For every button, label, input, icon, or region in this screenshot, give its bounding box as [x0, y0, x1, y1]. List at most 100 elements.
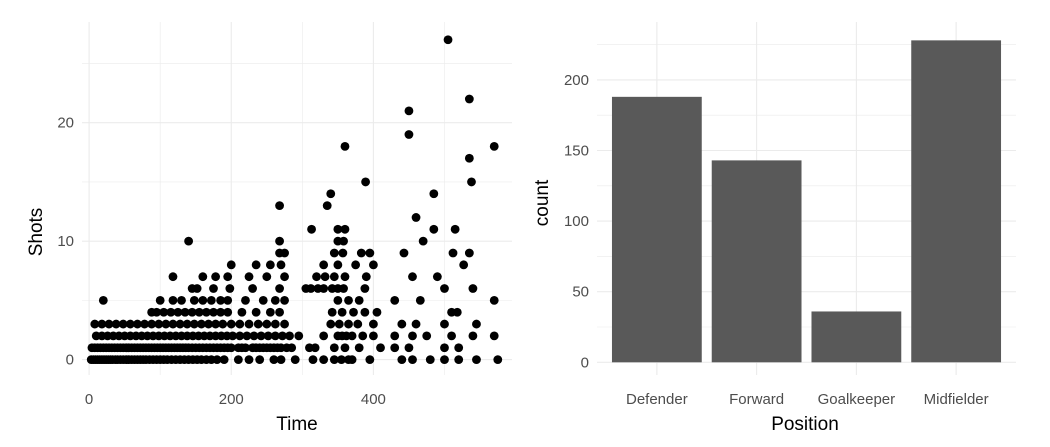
scatter-point: [173, 307, 183, 317]
scatter-point: [226, 319, 236, 329]
scatter-point: [322, 201, 332, 211]
scatter-point: [447, 331, 456, 341]
scatter-point: [278, 331, 287, 341]
scatter-point: [204, 319, 213, 329]
scatter-point: [493, 355, 503, 365]
scatter-point: [228, 331, 238, 341]
scatter-point: [269, 355, 279, 365]
scatter-point: [152, 307, 162, 317]
scatter-point: [270, 319, 280, 329]
scatter-point: [356, 248, 366, 258]
scatter-point: [443, 35, 453, 45]
scatter-point: [404, 106, 414, 116]
scatter-point: [440, 284, 449, 293]
scatter-point: [329, 343, 339, 353]
scatter-y-tick-labels: 0 10 20: [57, 115, 74, 369]
bar-x-tick-label: Goalkeeper: [818, 391, 896, 408]
scatter-point: [216, 307, 225, 317]
scatter-point: [244, 355, 254, 365]
scatter-point: [422, 331, 432, 341]
scatter-point: [262, 272, 272, 282]
scatter-point: [354, 295, 364, 305]
scatter-point: [187, 307, 197, 317]
scatter-point: [390, 331, 400, 341]
scatter-point: [166, 307, 176, 317]
scatter-point: [411, 213, 421, 222]
scatter-point: [404, 343, 414, 353]
scatter-point: [206, 295, 216, 305]
scatter-y-tick-label: 0: [66, 352, 74, 369]
scatter-point: [263, 331, 273, 341]
scatter-point: [397, 355, 407, 365]
scatter-point: [468, 331, 478, 341]
scatter-point: [334, 319, 344, 329]
scatter-point: [276, 260, 286, 270]
scatter-x-tick-labels: 0 200 400: [85, 391, 386, 408]
scatter-point: [262, 319, 272, 329]
scatter-point: [365, 248, 375, 258]
scatter-point: [226, 260, 236, 270]
scatter-point: [308, 355, 318, 365]
scatter-point: [440, 343, 449, 353]
scatter-point: [390, 295, 400, 305]
scatter-point: [344, 319, 353, 329]
scatter-point: [320, 272, 330, 282]
scatter-point: [198, 272, 208, 282]
scatter-point: [319, 284, 329, 293]
scatter-point: [399, 248, 409, 258]
scatter-point: [104, 319, 114, 329]
scatter-point: [339, 284, 348, 293]
scatter-point: [339, 236, 348, 246]
bar-goalkeeper: [811, 311, 902, 363]
scatter-point: [294, 331, 304, 341]
scatter-point: [242, 331, 252, 341]
scatter-point: [432, 272, 442, 282]
scatter-point: [275, 307, 284, 317]
scatter-point: [467, 177, 476, 187]
scatter-point: [125, 319, 135, 329]
scatter-point: [233, 355, 243, 365]
scatter-point: [472, 355, 481, 365]
scatter-point: [251, 260, 261, 270]
scatter-point: [226, 343, 236, 353]
scatter-point: [275, 201, 284, 211]
scatter-point: [216, 295, 225, 305]
scatter-point: [275, 236, 284, 246]
scatter-point: [285, 331, 294, 341]
scatter-point: [249, 331, 259, 341]
scatter-point: [201, 307, 211, 317]
bar-bars: [611, 40, 1002, 363]
scatter-point: [168, 272, 178, 282]
scatter-point: [192, 284, 202, 293]
scatter-point: [280, 248, 289, 258]
scatter-point: [408, 331, 417, 341]
scatter-point: [155, 295, 165, 305]
bar-y-tick-labels: 0 50 100 150 200: [564, 72, 589, 371]
scatter-point: [319, 355, 329, 365]
scatter-point: [429, 224, 439, 234]
scatter-point: [251, 307, 261, 317]
scatter-point: [265, 307, 275, 317]
scatter-point: [354, 343, 364, 353]
scatter-point: [154, 319, 164, 329]
scatter-point: [340, 141, 350, 151]
scatter-point: [489, 331, 499, 341]
scatter-point: [209, 284, 218, 293]
scatter-point: [307, 224, 316, 234]
scatter-point: [306, 284, 316, 293]
scatter-point: [358, 331, 368, 341]
scatter-point: [464, 248, 474, 258]
bar-defender: [611, 96, 702, 363]
scatter-point: [347, 331, 357, 341]
scatter-point: [290, 355, 300, 365]
scatter-point: [464, 94, 474, 104]
scatter-point: [429, 189, 439, 199]
scatter-point: [189, 319, 199, 329]
scatter-y-tick-label: 20: [57, 115, 74, 132]
bar-y-tick-label: 150: [564, 142, 589, 159]
scatter-point: [180, 307, 190, 317]
scatter-point: [219, 355, 229, 365]
scatter-point: [369, 331, 378, 341]
scatter-point: [340, 343, 350, 353]
